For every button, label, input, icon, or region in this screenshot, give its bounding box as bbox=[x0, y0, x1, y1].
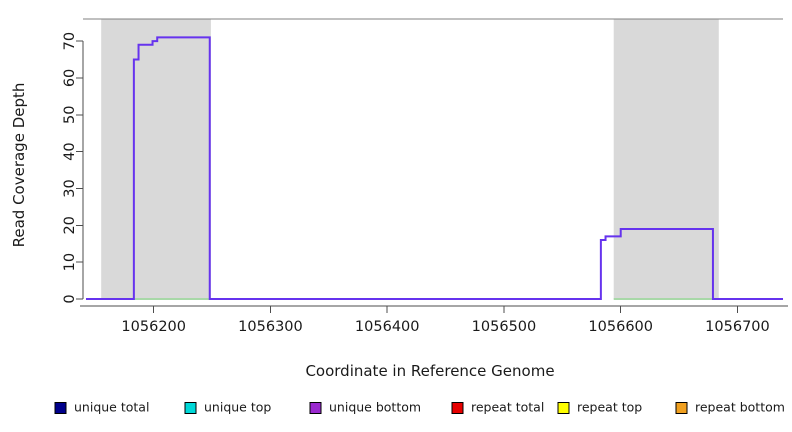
legend-item-repeat-bottom[interactable]: repeat bottom bbox=[675, 400, 785, 415]
legend-label-unique-bottom: unique bottom bbox=[329, 400, 421, 415]
x-tick-label-1056600: 1056600 bbox=[588, 319, 653, 335]
series-unique-bottom bbox=[86, 36, 783, 300]
series-lines bbox=[86, 36, 783, 300]
y-axis-title: Read Coverage Depth bbox=[10, 83, 28, 248]
y-tick-label-10: 10 bbox=[62, 253, 78, 271]
shaded-region-0 bbox=[101, 19, 211, 299]
legend-label-unique-top: unique top bbox=[204, 400, 271, 415]
y-tick-label-60: 60 bbox=[62, 69, 78, 87]
legend-label-repeat-top: repeat top bbox=[577, 400, 642, 415]
legend-item-unique-top[interactable]: unique top bbox=[184, 400, 271, 415]
legend-item-unique-bottom[interactable]: unique bottom bbox=[309, 400, 421, 415]
legend-item-repeat-top[interactable]: repeat top bbox=[557, 400, 642, 415]
legend-swatch-repeat-top bbox=[557, 402, 570, 414]
x-axis-title: Coordinate in Reference Genome bbox=[305, 362, 554, 380]
x-tick-label-1056500: 1056500 bbox=[472, 319, 537, 335]
legend-label-repeat-bottom: repeat bottom bbox=[695, 400, 785, 415]
legend-label-repeat-total: repeat total bbox=[471, 400, 544, 415]
legend-swatch-repeat-total bbox=[451, 402, 464, 414]
chart-legend: unique total unique top unique bottom repea… bbox=[54, 400, 785, 415]
x-tick-label-1056200: 1056200 bbox=[121, 319, 186, 335]
legend-item-repeat-total[interactable]: repeat total bbox=[451, 400, 544, 415]
shaded-repeat-regions bbox=[101, 19, 719, 299]
y-tick-label-0: 0 bbox=[62, 294, 78, 303]
y-tick-label-50: 50 bbox=[62, 106, 78, 124]
y-tick-label-30: 30 bbox=[62, 179, 78, 197]
x-tick-label-1056300: 1056300 bbox=[238, 319, 303, 335]
legend-label-unique-total: unique total bbox=[74, 400, 149, 415]
x-tick-label-1056400: 1056400 bbox=[355, 319, 420, 335]
y-tick-label-70: 70 bbox=[62, 32, 78, 50]
shaded-region-1 bbox=[613, 19, 719, 299]
legend-swatch-unique-bottom bbox=[309, 402, 322, 414]
legend-swatch-unique-total bbox=[54, 402, 67, 414]
y-tick-label-20: 20 bbox=[62, 216, 78, 234]
legend-item-unique-total[interactable]: unique total bbox=[54, 400, 149, 415]
legend-swatch-unique-top bbox=[184, 402, 197, 414]
x-tick-label-1056700: 1056700 bbox=[705, 319, 770, 335]
y-tick-label-40: 40 bbox=[62, 142, 78, 160]
legend-swatch-repeat-bottom bbox=[675, 402, 688, 414]
axes: 0 10 20 30 40 50 60 70 1056200 1056300 1056400 1056… bbox=[62, 32, 788, 335]
